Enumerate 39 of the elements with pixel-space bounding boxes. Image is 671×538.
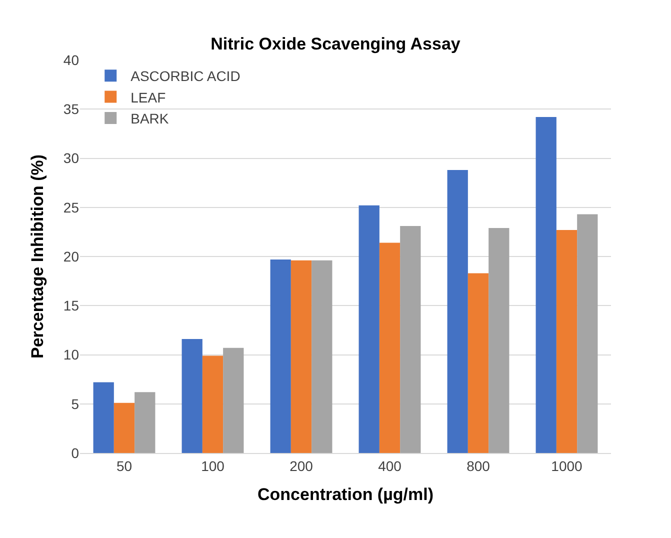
- chart-title: Nitric Oxide Scavenging Assay: [210, 34, 461, 54]
- bar: [223, 348, 244, 453]
- x-tick-label: 800: [466, 458, 490, 474]
- legend-label: BARK: [130, 110, 170, 126]
- bar: [468, 273, 489, 453]
- bar: [312, 260, 332, 453]
- bar: [182, 339, 202, 453]
- bar: [358, 205, 380, 453]
- bar: [379, 242, 400, 453]
- bar: [556, 230, 578, 453]
- y-tick-label: 0: [71, 444, 80, 461]
- y-tick-label: 10: [63, 346, 80, 363]
- bar: [93, 382, 114, 453]
- bar: [270, 259, 291, 453]
- y-tick-label: 35: [63, 101, 80, 118]
- bar: [290, 260, 312, 453]
- y-tick-label: 25: [63, 199, 80, 216]
- bar: [577, 214, 598, 453]
- y-tick-label: 20: [63, 248, 80, 264]
- x-tick-label: 400: [378, 458, 402, 474]
- legend-label: LEAF: [130, 89, 166, 106]
- y-tick-label: 15: [63, 298, 80, 314]
- x-tick-label: 200: [290, 458, 314, 474]
- x-tick-label: 1000: [551, 458, 583, 474]
- bar: [114, 402, 135, 453]
- bar: [134, 392, 156, 453]
- bar: [400, 226, 421, 453]
- bar: [202, 356, 224, 453]
- x-tick-label: 100: [201, 458, 225, 474]
- y-tick-label: 30: [63, 150, 80, 166]
- bar: [447, 170, 468, 453]
- y-tick-label: 40: [63, 52, 80, 68]
- bar: [488, 228, 510, 453]
- x-tick-label: 50: [116, 458, 132, 474]
- y-tick-label: 5: [71, 396, 80, 412]
- x-axis-title: Concentration (µg/ml): [257, 485, 434, 504]
- y-axis-title: Percentage Inhibition (%): [28, 154, 47, 359]
- legend-label: ASCORBIC ACID: [130, 68, 240, 84]
- bar: [536, 116, 556, 453]
